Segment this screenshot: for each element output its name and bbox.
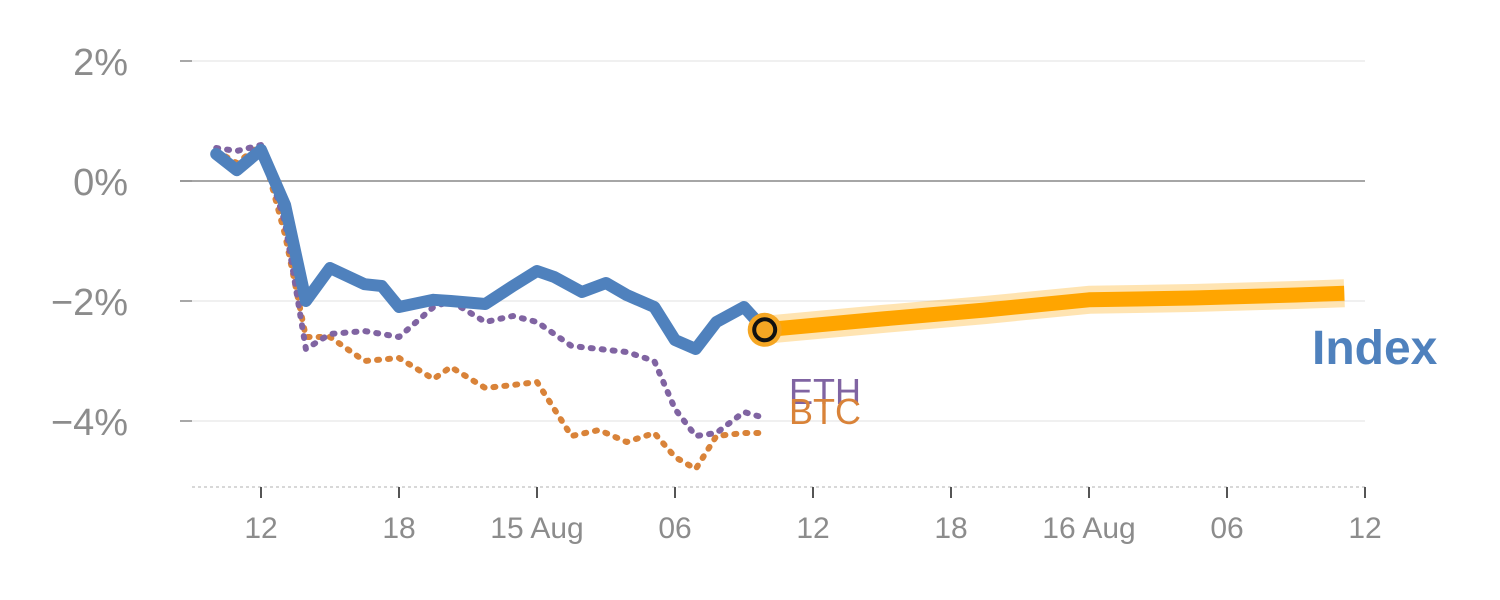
x-tick-label: 06	[1210, 512, 1243, 545]
y-tick-label: −4%	[51, 402, 128, 444]
x-tick-label: 16 Aug	[1042, 512, 1135, 545]
eth-label: ETH	[789, 371, 861, 412]
plot-area	[210, 142, 1345, 472]
x-tick-label: 12	[244, 512, 277, 545]
index-series-line	[210, 143, 771, 355]
y-axis: 2% 0% −2% −4%	[51, 42, 192, 444]
eth-series-line	[213, 142, 768, 439]
y-tick-label: 0%	[73, 162, 128, 204]
y-tick-label: 2%	[73, 42, 128, 84]
y-tick-label: −2%	[51, 282, 128, 324]
x-axis: 12 18 15 Aug 06 12 18 16 Aug 06 12	[192, 486, 1382, 545]
x-tick-label: 12	[1348, 512, 1381, 545]
marker-point	[752, 317, 778, 343]
index-label: Index	[1312, 322, 1438, 375]
x-tick-label: 18	[382, 512, 415, 545]
series-labels: ETH BTC Index	[789, 322, 1438, 432]
x-tick-label: 06	[658, 512, 691, 545]
grid-lines	[180, 60, 1365, 422]
btc-label: BTC	[789, 391, 861, 432]
x-tick-label: 12	[796, 512, 829, 545]
forecast-line	[764, 285, 1345, 338]
x-tick-label: 15 Aug	[490, 512, 583, 545]
x-tick-label: 18	[934, 512, 967, 545]
